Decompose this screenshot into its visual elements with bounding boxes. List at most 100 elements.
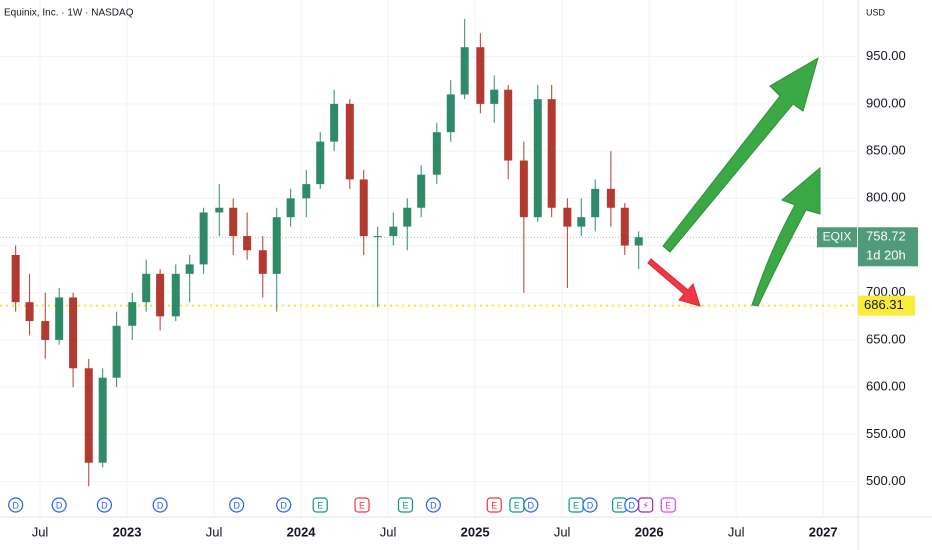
candle-body — [432, 132, 441, 175]
event-label: D — [280, 500, 287, 510]
event-marker — [51, 497, 67, 513]
candle-body — [272, 217, 281, 274]
candle-body — [373, 236, 382, 238]
candle-body — [403, 207, 412, 227]
candle-body — [41, 321, 50, 340]
green-arrow-large — [662, 56, 819, 253]
candle-body — [330, 103, 339, 142]
event-marker — [229, 497, 245, 513]
x-tick-label: Jul — [206, 524, 223, 539]
candle-body — [286, 198, 295, 218]
candle-body — [11, 254, 20, 303]
candle-body — [229, 207, 238, 237]
axis-layer: 500.00550.00600.00650.00700.00750.00800.… — [8, 48, 906, 539]
event-marker — [523, 497, 539, 513]
event-label: E — [665, 500, 671, 510]
price-tag — [858, 227, 918, 267]
event-label: D — [157, 500, 164, 510]
y-tick-label: 600.00 — [866, 379, 906, 394]
event-marker — [397, 497, 414, 513]
event-marker — [354, 497, 370, 513]
candle-body — [302, 184, 311, 199]
candle-body — [389, 226, 398, 237]
symbol-label: EQIX — [823, 229, 852, 243]
candle-body — [460, 47, 469, 95]
candle-body — [547, 99, 556, 208]
event-label: E — [573, 500, 579, 510]
candle-body — [84, 368, 93, 463]
event-marker — [8, 497, 24, 513]
x-tick-label: Jul — [554, 524, 571, 539]
candle-body — [519, 160, 528, 218]
last-price-label: 758.72 — [866, 229, 906, 244]
green-arrow-small — [751, 166, 821, 307]
red-arrow — [647, 258, 701, 307]
candle-body — [563, 207, 572, 227]
event-label: E — [491, 500, 497, 510]
event-label: D — [430, 500, 437, 510]
candle-body — [476, 47, 485, 104]
x-tick-label: 2023 — [113, 524, 142, 539]
tag-layer: EQIX 758.72 1d 20h 686.31 — [817, 227, 918, 316]
candle-body — [215, 207, 224, 213]
candle-body — [359, 179, 368, 237]
event-label: E — [317, 500, 323, 510]
y-tick-label: 950.00 — [866, 48, 906, 63]
grid-layer — [0, 0, 858, 517]
currency-label: USD — [866, 7, 886, 17]
event-marker — [312, 497, 328, 513]
x-tick-label: Jul — [32, 524, 49, 539]
candle-body — [185, 264, 194, 274]
chart-title: Equinix, Inc. · 1W · NASDAQ — [4, 8, 134, 19]
candle-body — [69, 297, 78, 369]
candle-body — [591, 188, 600, 218]
candle-body — [156, 273, 165, 317]
support-label: 686.31 — [864, 297, 904, 312]
support-tag — [858, 295, 915, 316]
event-label: D — [587, 500, 594, 510]
candle-body — [171, 273, 180, 317]
candle-body — [128, 302, 137, 326]
event-label: ⚡ — [643, 500, 649, 510]
candle-body — [620, 207, 629, 246]
event-marker — [425, 497, 441, 513]
event-label: D — [528, 500, 535, 510]
event-label: E — [359, 500, 365, 510]
y-tick-label: 500.00 — [866, 473, 906, 488]
y-tick-label: 700.00 — [866, 284, 906, 299]
x-tick-label: Jul — [728, 524, 745, 539]
candle-body — [316, 141, 325, 185]
x-tick-label: 2025 — [461, 524, 490, 539]
event-label: E — [617, 500, 623, 510]
event-marker — [660, 497, 676, 513]
x-tick-label: Jul — [380, 524, 397, 539]
countdown-label: 1d 20h — [866, 248, 906, 263]
event-marker — [96, 497, 113, 513]
y-tick-label: 550.00 — [866, 426, 906, 441]
candle-body — [142, 273, 151, 303]
event-marker — [276, 497, 292, 513]
candle-body — [446, 94, 455, 133]
y-tick-label: 800.00 — [866, 190, 906, 205]
event-label: D — [629, 500, 636, 510]
candle-body — [345, 103, 354, 180]
candle-body — [417, 174, 426, 208]
event-label: D — [233, 500, 240, 510]
y-tick-label: 650.00 — [866, 331, 906, 346]
event-label: D — [56, 500, 63, 510]
event-marker — [152, 497, 168, 513]
y-tick-label: 900.00 — [866, 95, 906, 110]
candle-body — [606, 188, 615, 208]
candle-body — [98, 377, 107, 463]
x-tick-label: 2024 — [287, 524, 317, 539]
event-label: D — [12, 500, 19, 510]
x-tick-label: 2026 — [635, 524, 664, 539]
x-tick-label: 2027 — [809, 524, 838, 539]
event-label: E — [514, 500, 520, 510]
candle-body — [55, 297, 64, 340]
candle-body — [577, 217, 586, 227]
candle-body — [490, 89, 499, 104]
candle-layer — [11, 18, 643, 487]
